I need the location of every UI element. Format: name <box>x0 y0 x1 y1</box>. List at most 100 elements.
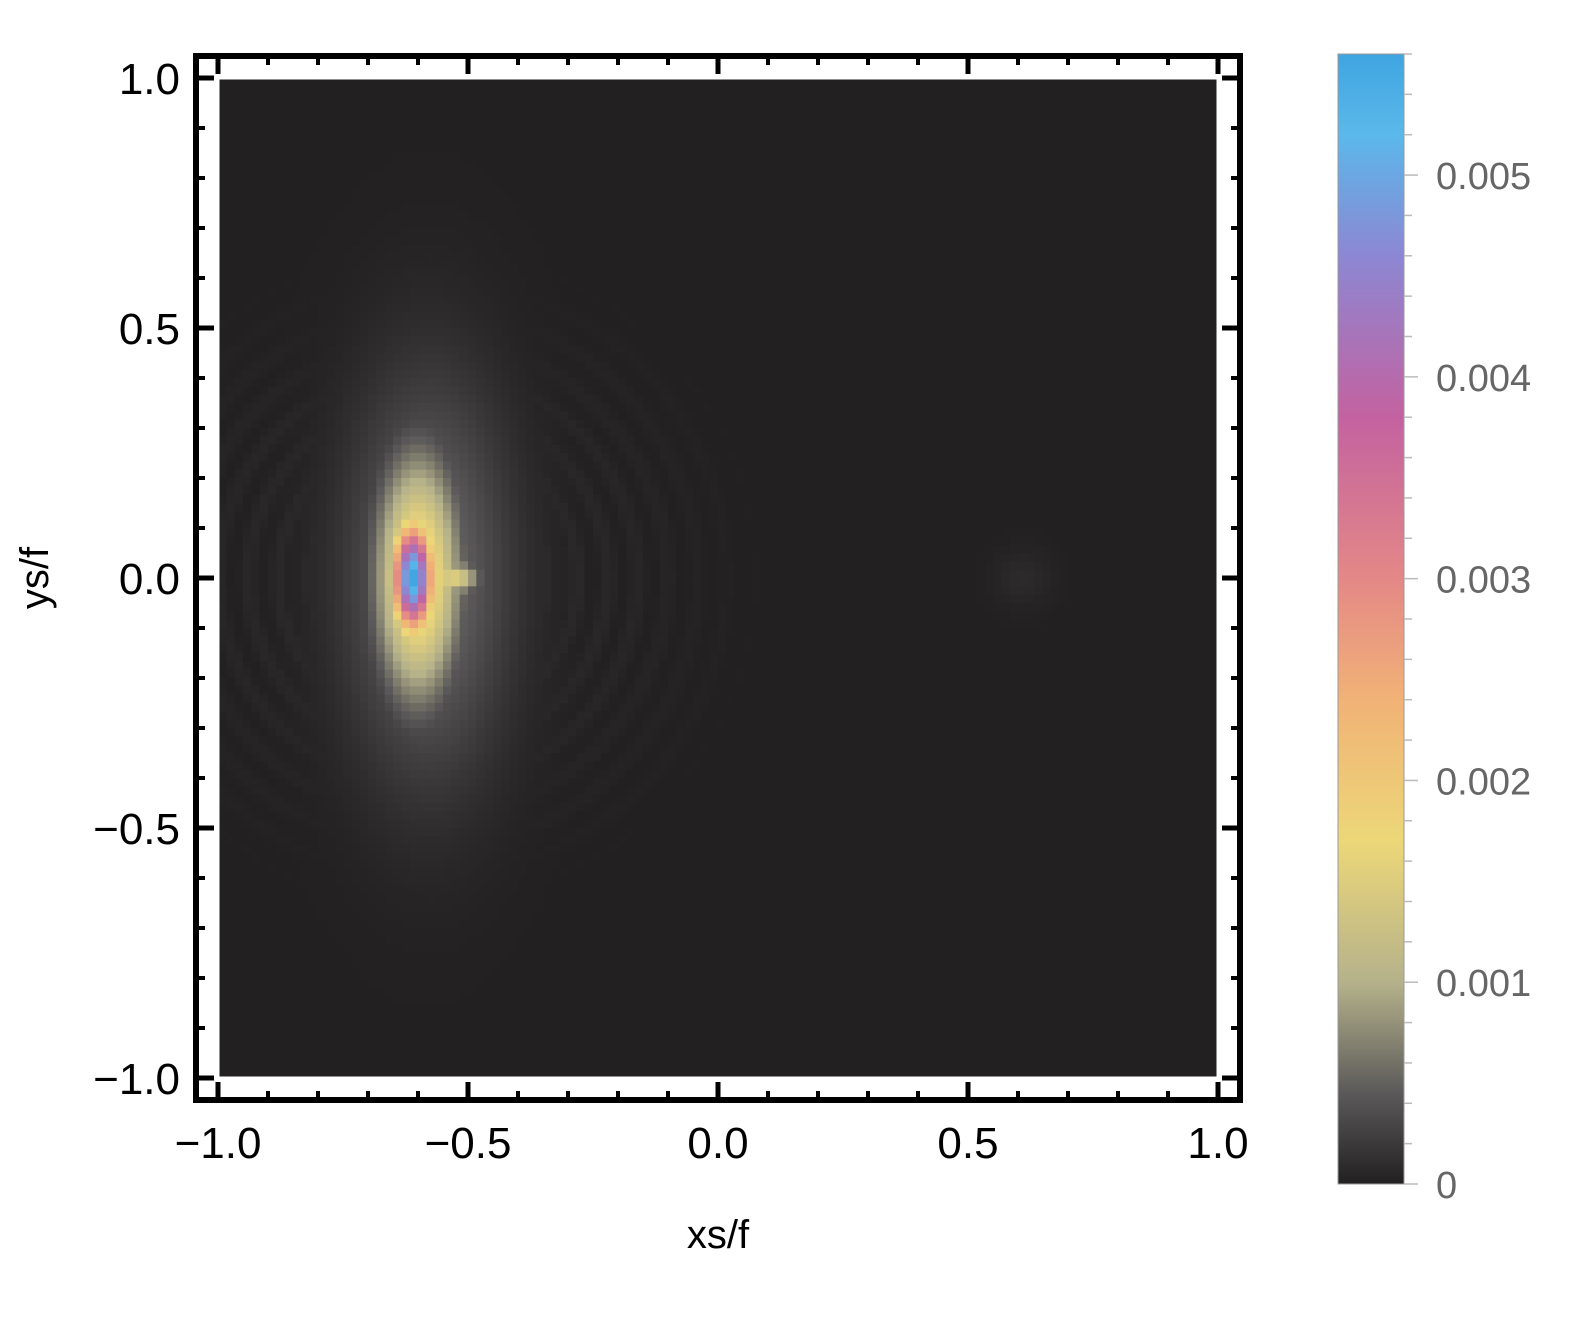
heatmap-cell <box>493 928 502 937</box>
heatmap-cell <box>543 819 552 829</box>
heatmap-cell <box>509 928 519 937</box>
heatmap-cell <box>234 953 244 962</box>
heatmap-cell <box>326 428 336 437</box>
heatmap-cell <box>351 936 361 946</box>
heatmap-cell <box>368 1044 377 1054</box>
heatmap-cell <box>468 503 477 512</box>
heatmap-cell <box>234 644 244 654</box>
heatmap-cell <box>518 969 527 979</box>
heatmap-cell <box>293 986 302 996</box>
heatmap-cell <box>251 411 261 421</box>
heatmap-cell <box>376 794 386 804</box>
heatmap-cell <box>268 153 277 162</box>
heatmap-cell <box>401 586 411 596</box>
heatmap-cell <box>301 111 311 121</box>
heatmap-cell <box>418 336 427 346</box>
heatmap-cell <box>326 1053 336 1062</box>
heatmap-cell <box>268 386 277 396</box>
heatmap-cell <box>276 136 286 146</box>
heatmap-cell <box>534 294 544 304</box>
heatmap-cell <box>326 919 336 929</box>
heatmap-cell <box>501 994 511 1004</box>
heatmap-cell <box>334 278 344 287</box>
heatmap-cell <box>351 536 361 546</box>
heatmap-cell <box>493 711 502 721</box>
heatmap-cell <box>451 461 461 471</box>
heatmap-cell <box>309 478 319 487</box>
heatmap-cell <box>376 594 386 604</box>
heatmap-cell <box>426 936 436 946</box>
heatmap-cell <box>534 1036 544 1046</box>
heatmap-cell <box>393 786 402 796</box>
heatmap-cell <box>501 244 511 254</box>
heatmap-cell <box>418 794 427 804</box>
heatmap-cell <box>468 78 477 87</box>
heatmap-cell <box>518 853 527 862</box>
heatmap-cell <box>234 528 244 537</box>
heatmap-cell <box>259 94 269 104</box>
heatmap-cell <box>393 261 402 271</box>
heatmap-cell <box>501 653 511 662</box>
heatmap-cell <box>218 611 227 621</box>
heatmap-cell <box>301 669 311 679</box>
heatmap-cell <box>226 694 236 704</box>
heatmap-cell <box>526 811 536 821</box>
heatmap-cell <box>251 319 261 329</box>
heatmap-cell <box>493 678 502 687</box>
heatmap-cell <box>368 86 377 96</box>
heatmap-cell <box>526 744 536 754</box>
heatmap-cell <box>218 878 227 887</box>
heatmap-cell <box>326 894 336 904</box>
heatmap-cell <box>426 261 436 271</box>
heatmap-cell <box>526 311 536 321</box>
heatmap-cell <box>293 911 302 921</box>
heatmap-cell <box>551 269 561 279</box>
heatmap-cell <box>326 153 336 162</box>
heatmap-cell <box>368 1011 377 1021</box>
heatmap-cell <box>543 878 552 887</box>
heatmap-cell <box>501 886 511 896</box>
heatmap-cell <box>343 336 352 346</box>
heatmap-cell <box>418 653 427 662</box>
heatmap-cell <box>434 886 444 896</box>
heatmap-cell <box>426 194 436 204</box>
heatmap-cell <box>259 969 269 979</box>
heatmap-cell <box>326 111 336 121</box>
heatmap-cell <box>259 419 269 429</box>
heatmap-cell <box>243 586 252 596</box>
heatmap-cell <box>359 328 369 337</box>
heatmap-cell <box>251 994 261 1004</box>
heatmap-cell <box>284 228 294 237</box>
heatmap-cell <box>409 694 419 704</box>
heatmap-cell <box>543 628 552 637</box>
heatmap-cell <box>301 928 311 937</box>
heatmap-cell <box>326 694 336 704</box>
heatmap-cell <box>326 986 336 996</box>
heatmap-cell <box>476 436 486 446</box>
heatmap-cell <box>393 794 402 804</box>
heatmap-cell <box>509 944 519 954</box>
heatmap-cell <box>259 828 269 837</box>
heatmap-cell <box>451 1053 461 1062</box>
heatmap-cell <box>551 178 561 187</box>
heatmap-cell <box>276 644 286 654</box>
heatmap-cell <box>359 244 369 254</box>
heatmap-cell <box>284 344 294 354</box>
heatmap-cell <box>393 136 402 146</box>
heatmap-cell <box>234 753 244 762</box>
heatmap-cell <box>476 903 486 912</box>
heatmap-cell <box>451 944 461 954</box>
heatmap-cell <box>393 553 402 562</box>
heatmap-cell <box>526 736 536 746</box>
heatmap-cell <box>518 303 527 312</box>
heatmap-cell <box>293 544 302 554</box>
heatmap-cell <box>451 403 461 412</box>
heatmap-cell <box>268 578 277 587</box>
heatmap-cell <box>409 603 419 612</box>
heatmap-cell <box>226 878 236 887</box>
heatmap-cell <box>534 486 544 496</box>
heatmap-cell <box>368 836 377 846</box>
heatmap-cell <box>309 853 319 862</box>
heatmap-cell <box>259 603 269 612</box>
heatmap-cell <box>393 678 402 687</box>
